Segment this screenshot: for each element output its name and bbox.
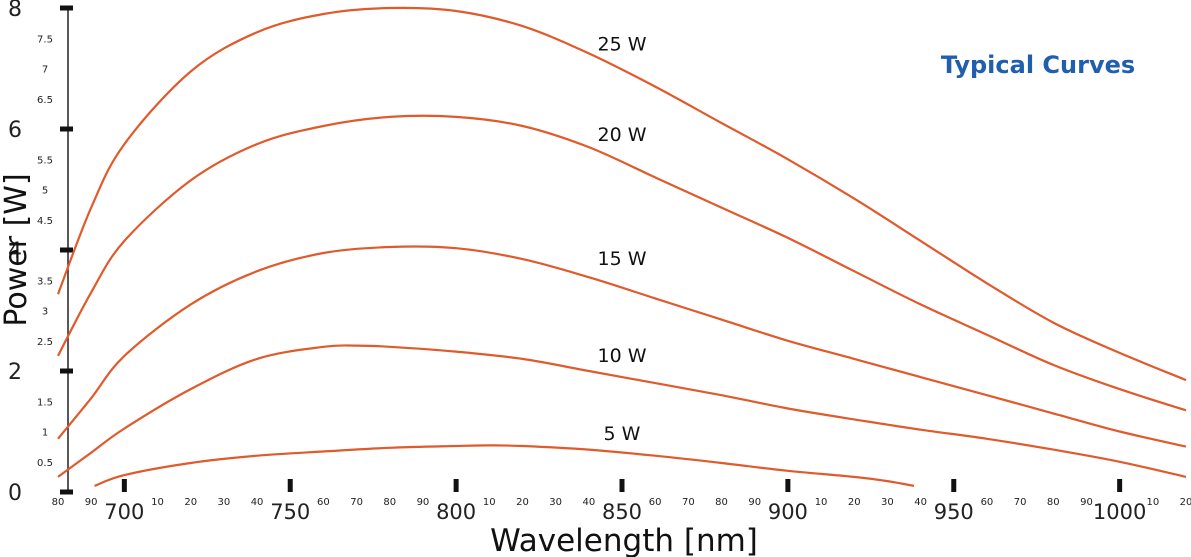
x-minor-tick-label: 80 bbox=[52, 497, 65, 508]
y-ticks: 0 2 4 6 8 0.5 1 1.5 2.5 3 3.5 4.5 5 5.5 6.5 7 7.5 bbox=[8, 0, 73, 506]
x-minor-tick-label: 40 bbox=[914, 497, 927, 508]
y-major-tick bbox=[60, 247, 73, 253]
x-major-tick bbox=[785, 479, 791, 492]
chart-title: Typical Curves bbox=[941, 51, 1135, 79]
x-minor-tick-label: 90 bbox=[748, 497, 761, 508]
x-major-tick bbox=[121, 479, 127, 492]
x-minor-tick-label: 20 bbox=[516, 497, 529, 508]
x-minor-tick-label: 40 bbox=[582, 497, 595, 508]
x-minor-tick-label: 30 bbox=[881, 497, 894, 508]
y-major-tick bbox=[60, 489, 73, 495]
y-major-tick bbox=[60, 368, 73, 374]
y-minor-tick-label: 3.5 bbox=[37, 276, 53, 287]
x-minor-tick-label: 30 bbox=[549, 497, 562, 508]
x-minor-tick-label: 10 bbox=[1146, 497, 1159, 508]
y-minor-tick-label: 2.5 bbox=[37, 337, 53, 348]
y-major-tick-label: 8 bbox=[8, 0, 22, 22]
x-minor-tick-label: 10 bbox=[151, 497, 164, 508]
x-major-tick-label: 1000 bbox=[1093, 500, 1146, 524]
y-major-tick-label: 2 bbox=[8, 360, 22, 385]
series-label: 15 W bbox=[597, 248, 646, 270]
x-minor-tick-label: 60 bbox=[317, 497, 330, 508]
curve-25w bbox=[56, 6, 1187, 382]
x-major-tick bbox=[453, 479, 459, 492]
x-minor-tick-label: 90 bbox=[417, 497, 430, 508]
series-label: 25 W bbox=[597, 33, 646, 55]
y-minor-tick-label: 1.5 bbox=[37, 397, 53, 408]
x-major-tick-label: 900 bbox=[768, 500, 808, 524]
series-label: 5 W bbox=[604, 423, 641, 445]
x-minor-tick-label: 80 bbox=[1047, 497, 1060, 508]
curve-5w bbox=[94, 444, 915, 487]
x-minor-tick-label: 60 bbox=[981, 497, 994, 508]
y-minor-tick-label: 1 bbox=[42, 428, 48, 439]
x-minor-tick-label: 70 bbox=[682, 497, 695, 508]
x-axis-label: Wavelength [nm] bbox=[490, 523, 758, 557]
y-axis-label: Power [W] bbox=[0, 173, 34, 326]
y-major-tick-label: 4 bbox=[8, 239, 22, 264]
x-minor-tick-label: 90 bbox=[1080, 497, 1093, 508]
x-major-tick-label: 700 bbox=[104, 500, 144, 524]
x-major-tick bbox=[1117, 479, 1123, 492]
y-major-tick-label: 6 bbox=[8, 118, 22, 143]
x-minor-tick-label: 70 bbox=[350, 497, 363, 508]
y-minor-tick-label: 3 bbox=[42, 307, 48, 318]
x-minor-tick-label: 70 bbox=[1014, 497, 1027, 508]
y-minor-tick-label: 4.5 bbox=[37, 216, 53, 227]
x-minor-tick-label: 90 bbox=[85, 497, 98, 508]
x-minor-tick-label: 60 bbox=[649, 497, 662, 508]
y-minor-tick-label: 5.5 bbox=[37, 155, 53, 166]
curve-15w bbox=[57, 245, 1187, 448]
x-minor-tick-label: 10 bbox=[815, 497, 828, 508]
y-minor-tick-label: 5 bbox=[42, 186, 48, 197]
curve-10w bbox=[57, 344, 1187, 478]
y-major-tick bbox=[60, 126, 73, 132]
x-minor-tick-label: 20 bbox=[848, 497, 861, 508]
x-ticks: 700 750 800 850 900 950 1000 80 90 10 20 30 40 60 70 80… bbox=[52, 479, 1191, 524]
curve-20w bbox=[57, 114, 1187, 412]
x-minor-tick-label: 30 bbox=[218, 497, 231, 508]
x-minor-tick-label: 80 bbox=[715, 497, 728, 508]
series-labels: 25 W 20 W 15 W 10 W 5 W bbox=[597, 33, 646, 445]
x-minor-tick-label: 20 bbox=[184, 497, 197, 508]
x-major-tick-label: 950 bbox=[934, 500, 974, 524]
x-minor-tick-label: 40 bbox=[251, 497, 264, 508]
x-minor-tick-label: 80 bbox=[383, 497, 396, 508]
x-major-tick-label: 850 bbox=[602, 500, 642, 524]
x-minor-tick-label: 20 bbox=[1180, 497, 1191, 508]
series-label: 20 W bbox=[597, 124, 646, 146]
y-minor-tick-label: 6.5 bbox=[37, 95, 53, 106]
curves bbox=[56, 6, 1187, 487]
x-minor-tick-label: 10 bbox=[483, 497, 496, 508]
y-minor-tick-label: 0.5 bbox=[37, 458, 53, 469]
y-minor-tick-label: 7 bbox=[42, 65, 48, 76]
x-major-tick bbox=[951, 479, 957, 492]
x-major-tick bbox=[619, 479, 625, 492]
x-major-tick bbox=[287, 479, 293, 492]
y-major-tick bbox=[60, 5, 73, 11]
y-major-tick-label: 0 bbox=[8, 481, 22, 506]
series-label: 10 W bbox=[597, 345, 646, 367]
x-major-tick-label: 800 bbox=[436, 500, 476, 524]
y-minor-tick-label: 7.5 bbox=[37, 34, 53, 45]
x-major-tick-label: 750 bbox=[270, 500, 310, 524]
